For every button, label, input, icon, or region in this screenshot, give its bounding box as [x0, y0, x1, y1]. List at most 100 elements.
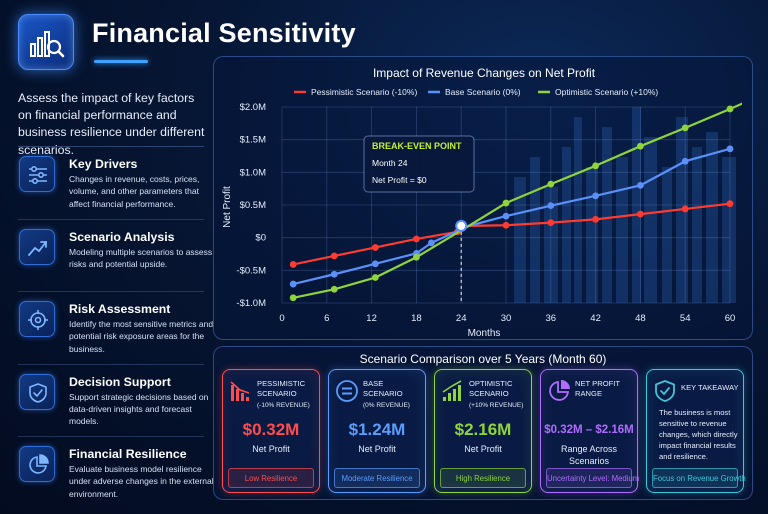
scenario-card-range: NET PROFIT RANGE $0.32M – $2.16M Range A… — [540, 369, 639, 493]
chart-title: Impact of Revenue Changes on Net Profit — [373, 66, 596, 80]
card-label: KEY TAKEAWAY — [681, 383, 739, 392]
series-group — [289, 200, 734, 268]
x-tick-label: 60 — [725, 313, 736, 324]
skyline-building — [662, 167, 672, 303]
data-point — [330, 252, 338, 260]
card-caption: Net Profit — [252, 444, 290, 454]
card-value: $1.24M — [348, 420, 406, 439]
card-caption: Net Profit — [464, 444, 502, 454]
bar-down-icon — [230, 381, 250, 401]
skyline-building — [644, 137, 657, 303]
data-point — [371, 260, 379, 268]
y-tick-label: -$1.0M — [236, 298, 266, 309]
data-point — [637, 210, 644, 218]
series-line — [292, 147, 731, 286]
bar-magnifier-icon — [30, 31, 65, 58]
skyline-building — [602, 127, 612, 303]
data-point — [726, 105, 734, 113]
x-tick-label: 0 — [279, 313, 284, 324]
driver-desc: Evaluate business model resilience under… — [69, 464, 214, 499]
scenario-card-pessimistic: PESSIMISTIC SCENARIO (-10% REVENUE) $0.32… — [222, 369, 320, 493]
x-tick-label: 54 — [680, 313, 691, 324]
x-tick-label: 42 — [590, 313, 601, 324]
y-tick-label: $2.0M — [240, 102, 266, 113]
skyline-building — [632, 107, 641, 303]
data-point — [726, 200, 734, 208]
header: Financial Sensitivity — [18, 12, 356, 72]
series-group — [289, 102, 742, 302]
annotation-month: Month 24 — [372, 158, 408, 168]
skyline-building — [586, 167, 598, 303]
data-point — [371, 274, 379, 281]
data-point — [427, 239, 435, 247]
legend-label: Base Scenario (0%) — [445, 87, 521, 97]
data-point — [681, 124, 689, 132]
data-point — [547, 180, 555, 188]
skyline-building — [706, 132, 718, 303]
pie-chart-icon — [549, 380, 570, 401]
data-point — [681, 157, 689, 165]
analytics-logo — [18, 14, 74, 70]
y-tick-label: $1.5M — [240, 135, 266, 146]
target-icon — [19, 301, 55, 337]
data-point — [637, 142, 644, 150]
x-tick-label: 6 — [324, 313, 329, 324]
data-point — [547, 219, 555, 227]
driver-item: Scenario Analysis Modeling multiple scen… — [18, 218, 212, 292]
driver-desc: Identify the most sensitive metrics and … — [69, 319, 214, 354]
card-label: PESSIMISTIC SCENARIO (-10% REVENUE) — [257, 379, 310, 409]
resilience-badge: Low Resilience — [228, 468, 314, 488]
x-axis-label: Months — [468, 328, 501, 339]
driver-desc: Changes in revenue, costs, prices, volum… — [69, 174, 200, 209]
data-point — [289, 261, 297, 268]
driver-title: Scenario Analysis — [69, 229, 175, 244]
y-axis-label: Net Profit — [222, 186, 233, 228]
data-point — [592, 192, 599, 200]
resilience-badge: Moderate Resilience — [334, 468, 420, 488]
y-tick-label: $0 — [255, 233, 266, 244]
title-underline — [94, 60, 148, 63]
driver-title: Decision Support — [69, 374, 171, 389]
intro-text: Assess the impact of key factors on fina… — [18, 91, 205, 157]
shield-check-icon — [19, 373, 55, 410]
data-point — [289, 280, 297, 288]
driver-desc: Modeling multiple scenarios to assess ri… — [69, 246, 213, 269]
skyline-building — [514, 177, 526, 303]
card-caption: Range Across Scenarios — [560, 444, 618, 466]
skyline-building — [544, 187, 558, 303]
driver-item: Risk Assessment Identify the most sensit… — [18, 291, 213, 364]
bar-up-icon — [442, 380, 462, 401]
resilience-badge: High Resilience — [440, 468, 526, 488]
pie-icon — [19, 446, 55, 482]
card-value: $2.16M — [454, 420, 512, 439]
scenario-comparison-panel: Scenario Comparison over 5 Years (Month … — [213, 346, 753, 500]
y-tick-label: $1.0M — [240, 167, 266, 178]
takeaway-text: The business is most sensitive to revenu… — [659, 408, 738, 461]
data-point — [502, 221, 510, 229]
data-point — [371, 244, 379, 251]
page-title: Financial Sensitivity — [92, 18, 356, 48]
driver-desc: Support strategic decisions based on dat… — [69, 391, 209, 427]
data-point — [726, 145, 734, 153]
scenario-card-base: BASE SCENARIO (0% REVENUE) $1.24M Net Pro… — [328, 369, 426, 493]
line-chart: Impact of Revenue Changes on Net Profit P… — [222, 66, 742, 339]
legend-label: Optimistic Scenario (+10%) — [555, 87, 658, 97]
data-point — [330, 270, 338, 278]
skyline-building — [562, 147, 571, 303]
annotation-profit: Net Profit = $0 — [372, 175, 427, 185]
annotation-title: BREAK-EVEN POINT — [372, 141, 462, 151]
data-point — [681, 205, 689, 213]
series-line — [292, 202, 731, 266]
comparison-title: Scenario Comparison over 5 Years (Month … — [359, 352, 607, 366]
driver-item: Key Drivers Changes in revenue, costs, p… — [18, 146, 204, 219]
data-point — [289, 294, 297, 302]
card-label: OPTIMISTIC SCENARIO (+10% REVENUE) — [469, 379, 524, 409]
x-tick-label: 30 — [501, 313, 512, 324]
series-line — [292, 102, 742, 299]
scenario-card-optimistic: OPTIMISTIC SCENARIO (+10% REVENUE) $2.16M… — [434, 369, 532, 493]
driver-item: Financial Resilience Evaluate business m… — [18, 436, 214, 509]
driver-title: Risk Assessment — [69, 302, 171, 316]
driver-item: Decision Support Support strategic decis… — [18, 363, 208, 437]
skyline-building — [722, 157, 736, 303]
line-chart-panel: Impact of Revenue Changes on Net Profit P… — [213, 56, 753, 340]
